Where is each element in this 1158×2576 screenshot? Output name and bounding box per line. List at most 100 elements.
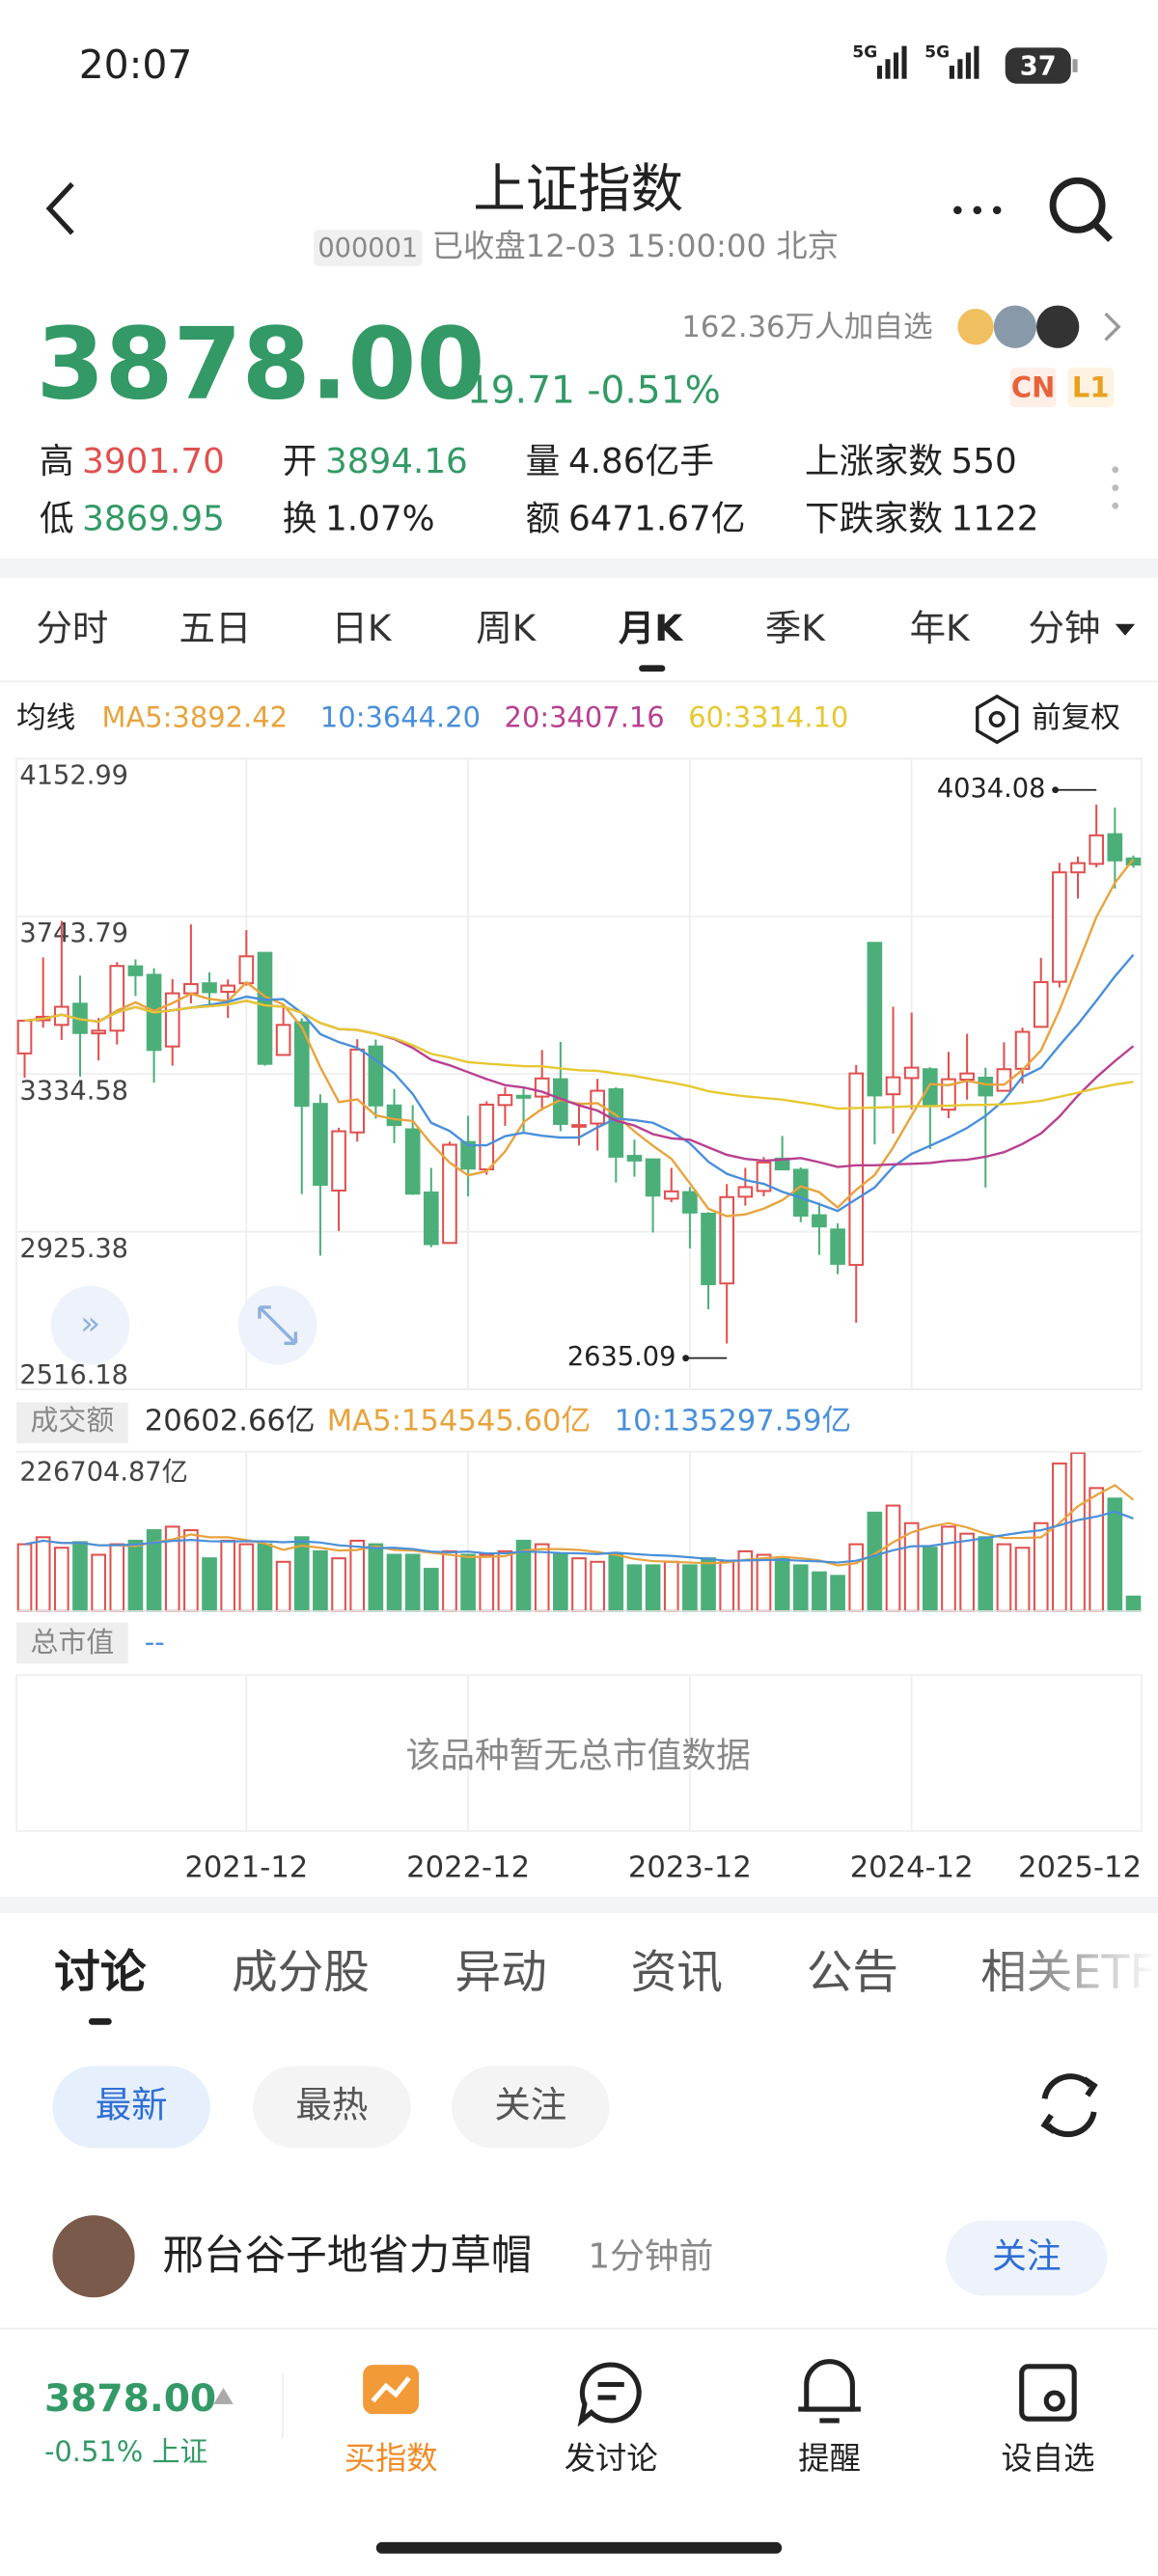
- discussion-tab[interactable]: 公告: [807, 1947, 898, 2000]
- action-label[interactable]: 设自选: [1001, 2440, 1094, 2477]
- period-tab[interactable]: 日K: [331, 607, 392, 649]
- volume-bar: [571, 1557, 587, 1612]
- stat: 开 3894.16: [283, 442, 468, 481]
- home-indicator: [375, 2541, 783, 2554]
- volume-bar: [109, 1543, 125, 1612]
- volume-bar: [756, 1553, 772, 1612]
- expand-icon: [258, 1305, 298, 1346]
- badge-bg: [1009, 368, 1057, 408]
- period-tab[interactable]: 五日: [179, 607, 252, 649]
- refresh-button[interactable]: [1040, 2073, 1098, 2138]
- ma-line: [24, 858, 1135, 1218]
- filter-pill[interactable]: [452, 2066, 610, 2149]
- period-tab[interactable]: 年K: [910, 607, 971, 649]
- candle-body: [423, 1191, 439, 1246]
- candle-body: [368, 1045, 384, 1107]
- svg-text:5G: 5G: [852, 42, 877, 62]
- volume-bar: [349, 1539, 366, 1612]
- discussion-tab[interactable]: 资讯: [631, 1947, 723, 2000]
- action-label[interactable]: 发讨论: [565, 2440, 658, 2477]
- discussion-tab[interactable]: 异动: [455, 1947, 547, 2000]
- volume-bar: [1125, 1595, 1142, 1612]
- volume-bar: [127, 1539, 144, 1612]
- candle-body: [1070, 862, 1086, 874]
- volume-bar: [442, 1549, 457, 1612]
- stat-value: 3869.95: [82, 500, 225, 539]
- annotation-dot: [682, 1355, 690, 1362]
- action-label[interactable]: 提醒: [798, 2440, 861, 2477]
- user-avatar[interactable]: [52, 2215, 135, 2298]
- period-tab[interactable]: 月K: [619, 607, 684, 649]
- badge-bg: [1067, 368, 1115, 408]
- tab-indicator: [639, 665, 666, 672]
- back-button[interactable]: [45, 181, 74, 235]
- volume-bar: [1014, 1547, 1031, 1612]
- candle-body: [903, 1066, 920, 1080]
- filter-pill[interactable]: [253, 2066, 411, 2149]
- volume-bar: [479, 1553, 495, 1612]
- volume-bar: [404, 1553, 421, 1612]
- separator: [0, 1896, 1158, 1913]
- candle-body: [238, 955, 255, 985]
- adjust[interactable]: 前复权: [1032, 701, 1120, 735]
- stat-value: 1122: [951, 500, 1039, 539]
- stat-value: 1.07%: [325, 500, 435, 539]
- discussion-tab[interactable]: 成分股: [232, 1947, 370, 2000]
- candle-body: [386, 1104, 402, 1127]
- filter-pill[interactable]: [52, 2066, 210, 2149]
- annotation: 4034.08: [937, 774, 1046, 804]
- label-box: [16, 1402, 128, 1444]
- more-button[interactable]: [953, 206, 1002, 215]
- more-dots[interactable]: [1112, 466, 1119, 509]
- market-cap-value: --: [145, 1626, 165, 1658]
- user-name[interactable]: 邢台谷子地省力草帽: [163, 2233, 533, 2280]
- annotation: 2635.09: [567, 1342, 676, 1372]
- post-icon[interactable]: [577, 2362, 642, 2427]
- volume-bar: [16, 1543, 33, 1612]
- candle-body: [682, 1191, 698, 1214]
- volume-bar: [792, 1564, 809, 1612]
- action-label[interactable]: 买指数: [345, 2440, 438, 2477]
- ma-line: [24, 953, 1135, 1213]
- volume-legend: MA5:154545.60亿: [327, 1405, 591, 1439]
- volume-bar: [774, 1557, 790, 1612]
- candle-body: [460, 1140, 476, 1170]
- candle-body: [257, 951, 273, 1065]
- candle-body: [1014, 1030, 1031, 1070]
- volume-bar: [812, 1571, 827, 1612]
- watch-icon[interactable]: [1019, 2364, 1077, 2422]
- clock: 20:07: [79, 41, 193, 88]
- followers-arrow[interactable]: [1104, 312, 1121, 342]
- discussion-tab[interactable]: 讨论: [54, 1947, 147, 2000]
- volume-bar: [1107, 1497, 1123, 1612]
- change: -19.71 -0.51%: [454, 369, 721, 412]
- x-tick-label: 2021-12: [184, 1851, 308, 1885]
- adjust-icon[interactable]: [976, 694, 1019, 745]
- bell-icon[interactable]: [798, 2359, 861, 2424]
- period-tab[interactable]: 周K: [476, 607, 537, 649]
- stat-value: 6471.67亿: [568, 500, 746, 539]
- candle-body: [497, 1093, 513, 1107]
- follow-button[interactable]: [946, 2220, 1108, 2296]
- buy-icon[interactable]: [363, 2365, 420, 2415]
- search-button[interactable]: [1049, 177, 1114, 242]
- candle-body: [978, 1076, 994, 1097]
- stat: 下跌家数 1122: [805, 500, 1038, 539]
- volume-bar: [1089, 1487, 1105, 1612]
- x-tick-label: 2024-12: [850, 1851, 974, 1885]
- period-tab[interactable]: 分钟: [1029, 607, 1101, 649]
- volume-bar: [202, 1557, 217, 1612]
- candle-body: [645, 1158, 661, 1197]
- market-cap-title: 总市值: [31, 1626, 115, 1658]
- period-tab[interactable]: 分时: [36, 607, 108, 649]
- volume-bar: [293, 1536, 310, 1612]
- code: 000001: [317, 233, 418, 263]
- scroll-button[interactable]: [50, 1285, 130, 1365]
- period-tab[interactable]: 季K: [765, 607, 826, 649]
- arrow-icon: [213, 2387, 234, 2404]
- battery-level: 37: [1020, 51, 1057, 81]
- volume-bar: [257, 1543, 273, 1612]
- volume-bar: [701, 1557, 716, 1612]
- filter-label: 关注: [494, 2083, 566, 2125]
- market-cap-empty: 该品种暂无总市值数据: [405, 1736, 750, 1775]
